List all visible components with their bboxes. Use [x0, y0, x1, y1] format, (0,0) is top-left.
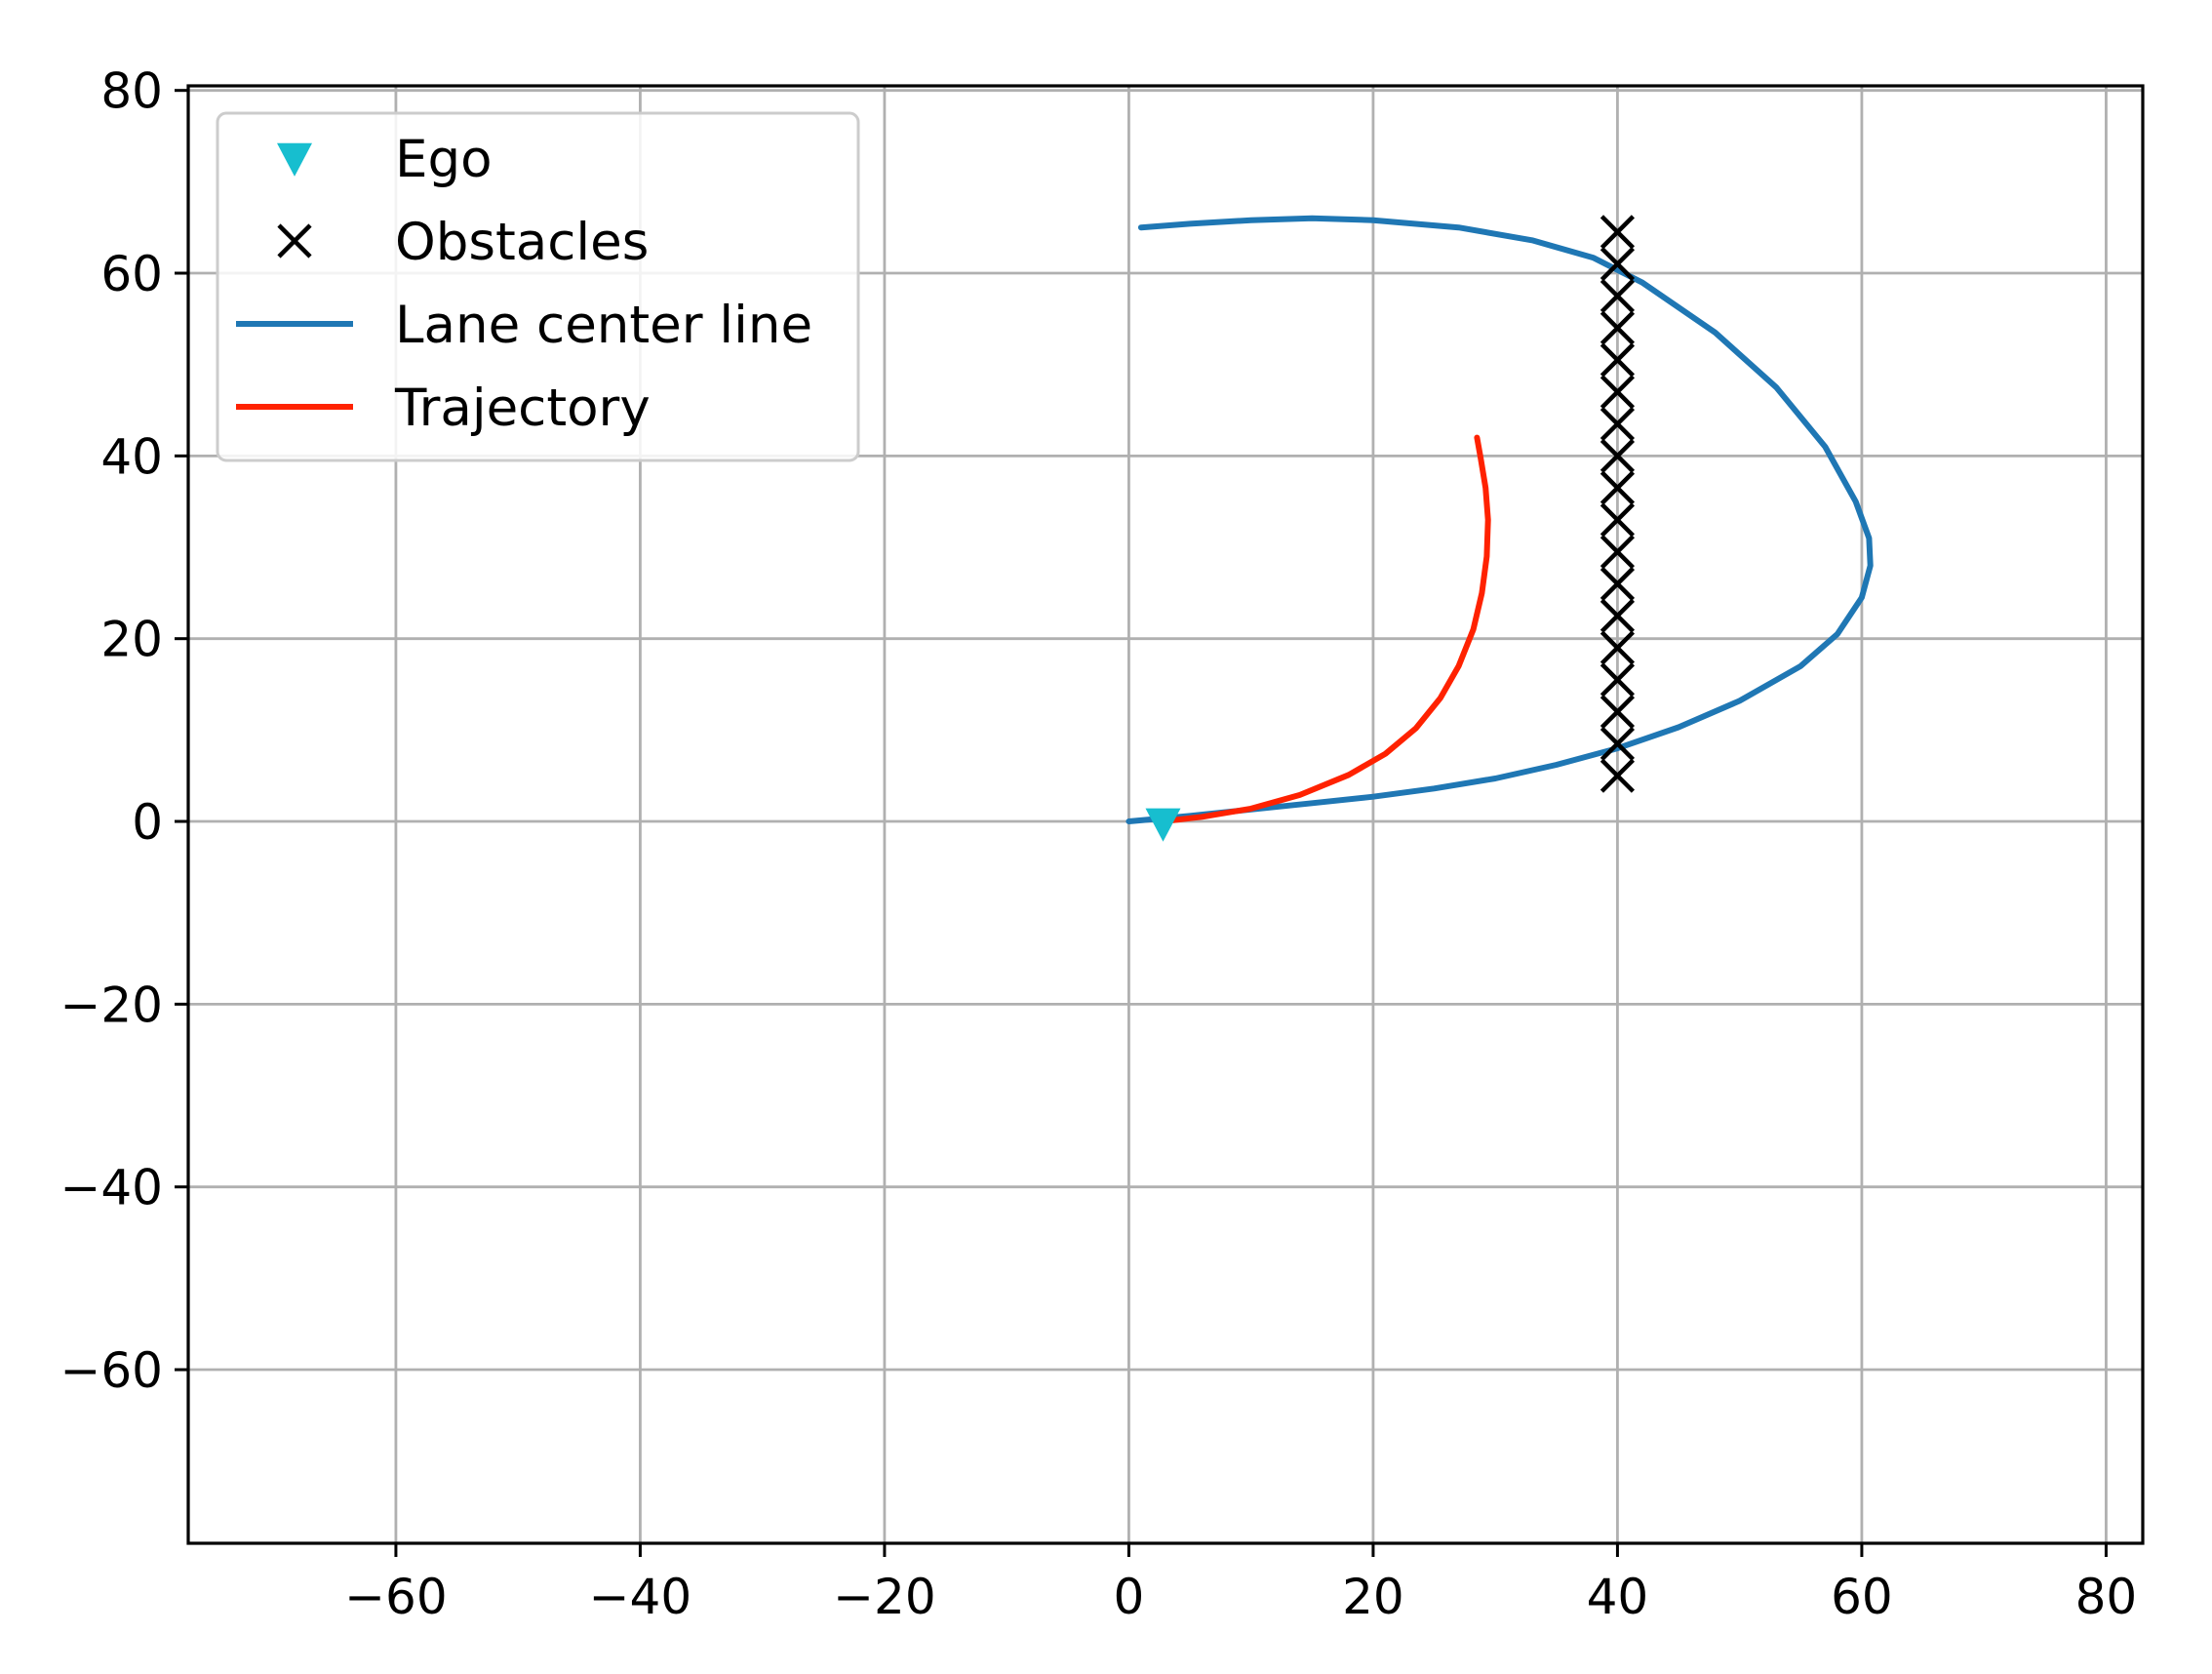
y-tick-label: 40	[100, 428, 163, 485]
obstacle-point	[1600, 566, 1636, 602]
obstacle-point	[1600, 758, 1636, 793]
y-tick-label: 80	[100, 63, 163, 120]
obstacle-point	[1600, 278, 1636, 314]
obstacle-point	[1600, 247, 1636, 282]
legend-entry: Trajectory	[236, 379, 651, 438]
x-tick-label: 0	[1114, 1569, 1145, 1625]
x-marker-stroke	[1600, 726, 1636, 761]
series-obstacles	[1600, 215, 1636, 793]
plot-series	[1126, 215, 1874, 842]
legend-label: Lane center line	[395, 296, 812, 355]
x-marker-stroke	[1600, 247, 1636, 282]
obstacle-point	[1600, 662, 1636, 698]
x-marker-stroke	[1600, 630, 1636, 665]
obstacle-point	[1600, 215, 1636, 250]
x-tick-label: −20	[833, 1569, 936, 1625]
x-marker-stroke	[1600, 406, 1636, 442]
obstacle-point	[1600, 310, 1636, 345]
axes-frame	[186, 84, 2145, 1545]
obstacle-point	[1600, 726, 1636, 761]
x-marker-stroke	[277, 223, 312, 259]
x-marker-stroke	[1600, 278, 1636, 314]
x-tick-label: 40	[1587, 1569, 1649, 1625]
series-line	[1160, 434, 1491, 824]
obstacle-point	[1600, 695, 1636, 730]
obstacle-point	[1600, 375, 1636, 410]
obstacle-point	[1600, 630, 1636, 665]
x-marker-stroke	[1600, 375, 1636, 410]
x-tick-label: −40	[589, 1569, 692, 1625]
x-marker-stroke	[1600, 342, 1636, 378]
x-tick-label: 60	[1831, 1569, 1893, 1625]
x-marker-stroke	[1600, 310, 1636, 345]
x-marker-stroke	[1600, 215, 1636, 250]
x-tick-label: −60	[344, 1569, 448, 1625]
x-marker-stroke	[1600, 758, 1636, 793]
x-marker-stroke	[1600, 535, 1636, 570]
series-line	[1126, 215, 1874, 824]
legend-x-swatch	[277, 223, 312, 259]
series-ego	[1145, 808, 1181, 842]
axes: −60 −40 −20 0 20 40 60 80 −60 −40 −20 0 20 40 60 80	[59, 63, 2145, 1625]
series-trajectory	[1160, 434, 1491, 824]
y-tick-label: −20	[59, 976, 163, 1033]
legend-triangle-swatch	[277, 142, 312, 177]
legend-entry: Obstacles	[277, 213, 649, 272]
ego-point	[1145, 808, 1181, 842]
x-marker-stroke	[1600, 695, 1636, 730]
obstacle-point	[1600, 470, 1636, 505]
series-lane-center-line	[1126, 215, 1874, 824]
x-tick-label: 80	[2075, 1569, 2138, 1625]
y-tick-label: −40	[59, 1160, 163, 1216]
y-tick-label: 0	[132, 794, 163, 851]
obstacle-point	[1600, 406, 1636, 442]
obstacle-point	[1600, 342, 1636, 378]
x-marker-stroke	[1600, 470, 1636, 505]
legend-label: Trajectory	[394, 379, 651, 438]
obstacle-point	[1600, 535, 1636, 570]
obstacle-point	[1600, 598, 1636, 633]
legend-box	[216, 111, 860, 462]
x-marker-stroke	[1600, 662, 1636, 698]
obstacle-point	[1600, 438, 1636, 473]
x-tick-label: 20	[1342, 1569, 1404, 1625]
legend-entry: Ego	[277, 130, 493, 189]
legend-label: Obstacles	[395, 213, 649, 272]
legend-label: Ego	[395, 130, 493, 189]
obstacle-point	[1600, 502, 1636, 538]
y-tick-label: 20	[100, 612, 163, 668]
y-tick-label: −60	[59, 1342, 163, 1399]
y-tick-label: 60	[100, 246, 163, 302]
x-marker-stroke	[1600, 598, 1636, 633]
legend: Ego Obstacles Lane center line Trajectory	[216, 111, 860, 462]
x-marker-stroke	[1600, 566, 1636, 602]
legend-entry: Lane center line	[236, 296, 812, 355]
x-marker-stroke	[1600, 438, 1636, 473]
x-marker-stroke	[1600, 502, 1636, 538]
